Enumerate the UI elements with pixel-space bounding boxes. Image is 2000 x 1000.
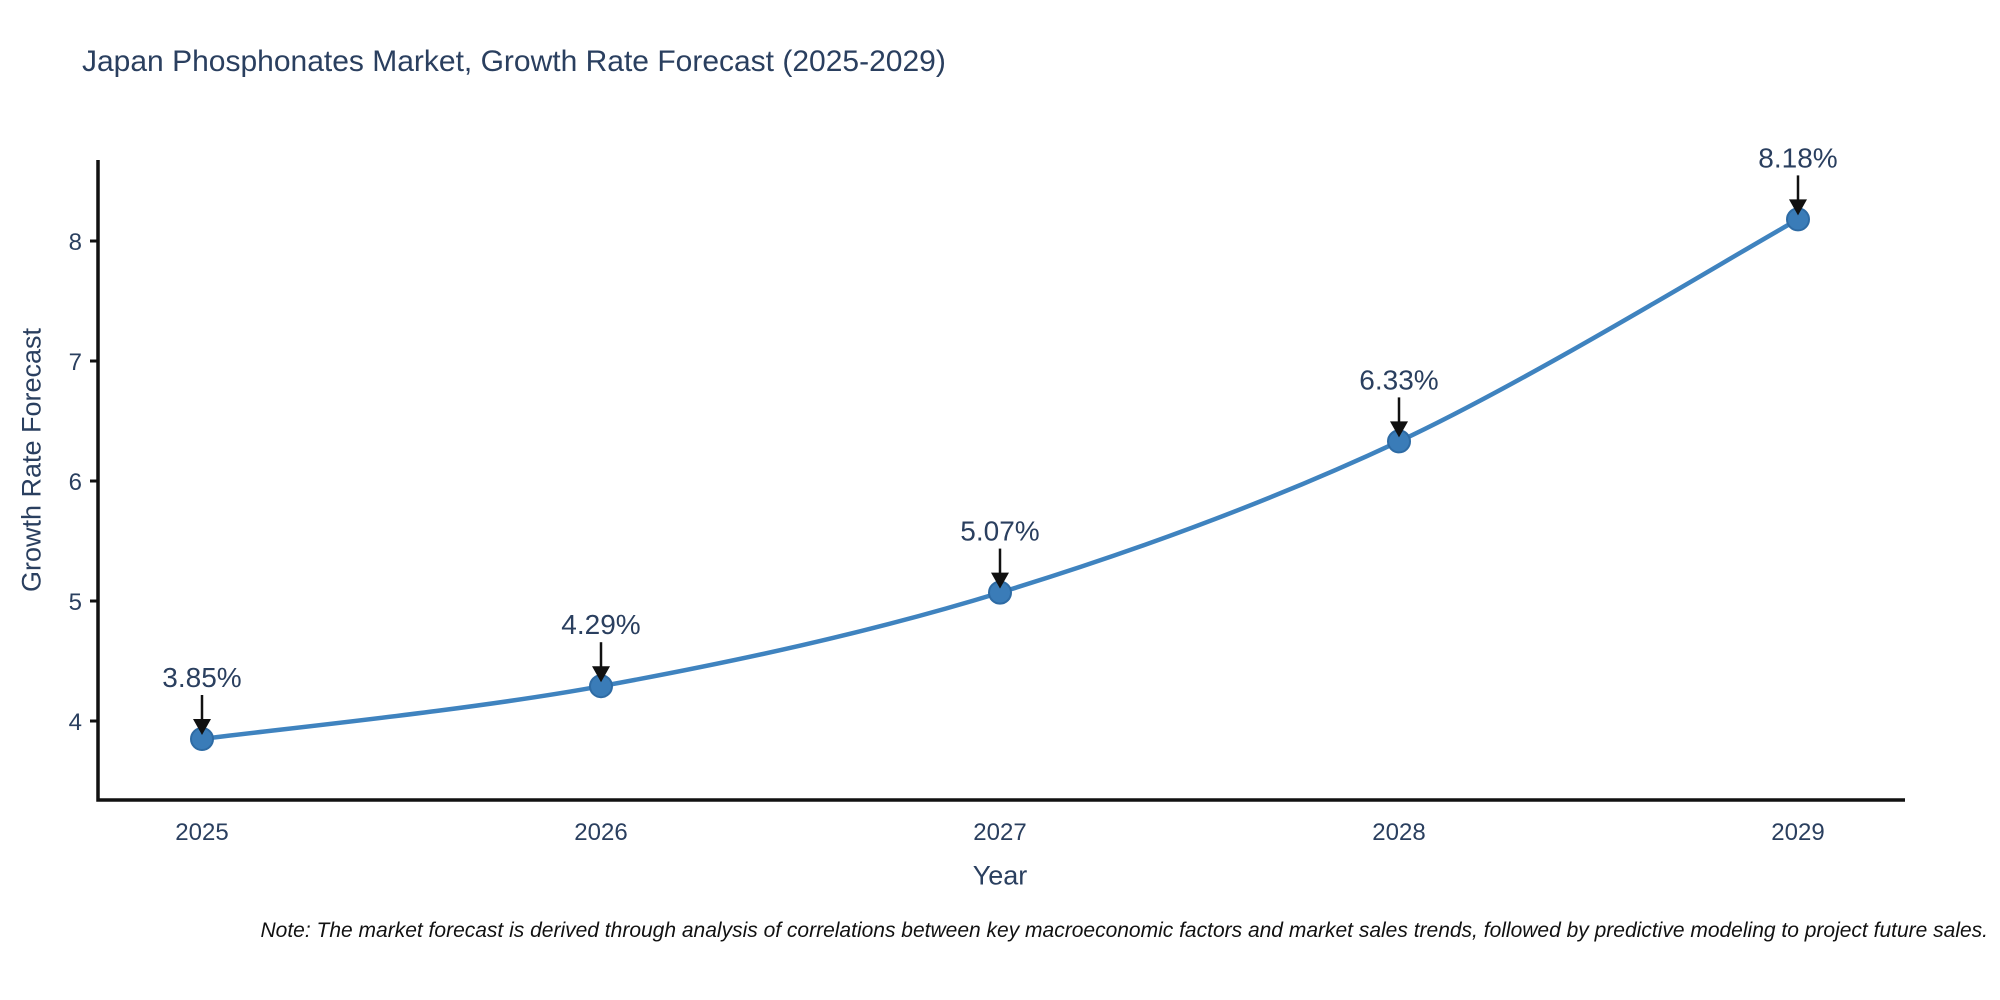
- x-tick-label: 2028: [1372, 819, 1425, 846]
- axis-lines: [96, 160, 1905, 802]
- y-tick-label: 7: [69, 349, 82, 376]
- y-tick-label: 4: [69, 709, 82, 736]
- x-tick-label: 2026: [574, 819, 627, 846]
- x-tick-label: 2025: [175, 819, 228, 846]
- footnote: Note: The market forecast is derived thr…: [260, 919, 1989, 942]
- annotation-arrow-head: [193, 719, 211, 735]
- x-axis-title: Year: [972, 860, 1028, 891]
- annotation-label: 6.33%: [1359, 364, 1438, 395]
- annotation-arrow-head: [1789, 199, 1807, 216]
- annotation-arrow-head: [991, 572, 1009, 589]
- y-tick-label: 6: [69, 469, 82, 496]
- chart-title: Japan Phosphonates Market, Growth Rate F…: [82, 45, 946, 78]
- x-tick-label: 2029: [1771, 819, 1824, 846]
- annotation-label: 4.29%: [561, 609, 640, 640]
- y-tick-label: 8: [69, 229, 82, 256]
- y-tick-label: 5: [69, 589, 82, 616]
- annotation-label: 3.85%: [162, 662, 241, 693]
- annotation-arrow-head: [592, 666, 610, 683]
- annotation-arrow-head: [1390, 421, 1408, 438]
- x-tick-label: 2027: [973, 819, 1026, 846]
- trend-line: [199, 217, 1801, 742]
- annotation-label: 8.18%: [1758, 142, 1837, 173]
- annotation-label: 5.07%: [960, 516, 1039, 547]
